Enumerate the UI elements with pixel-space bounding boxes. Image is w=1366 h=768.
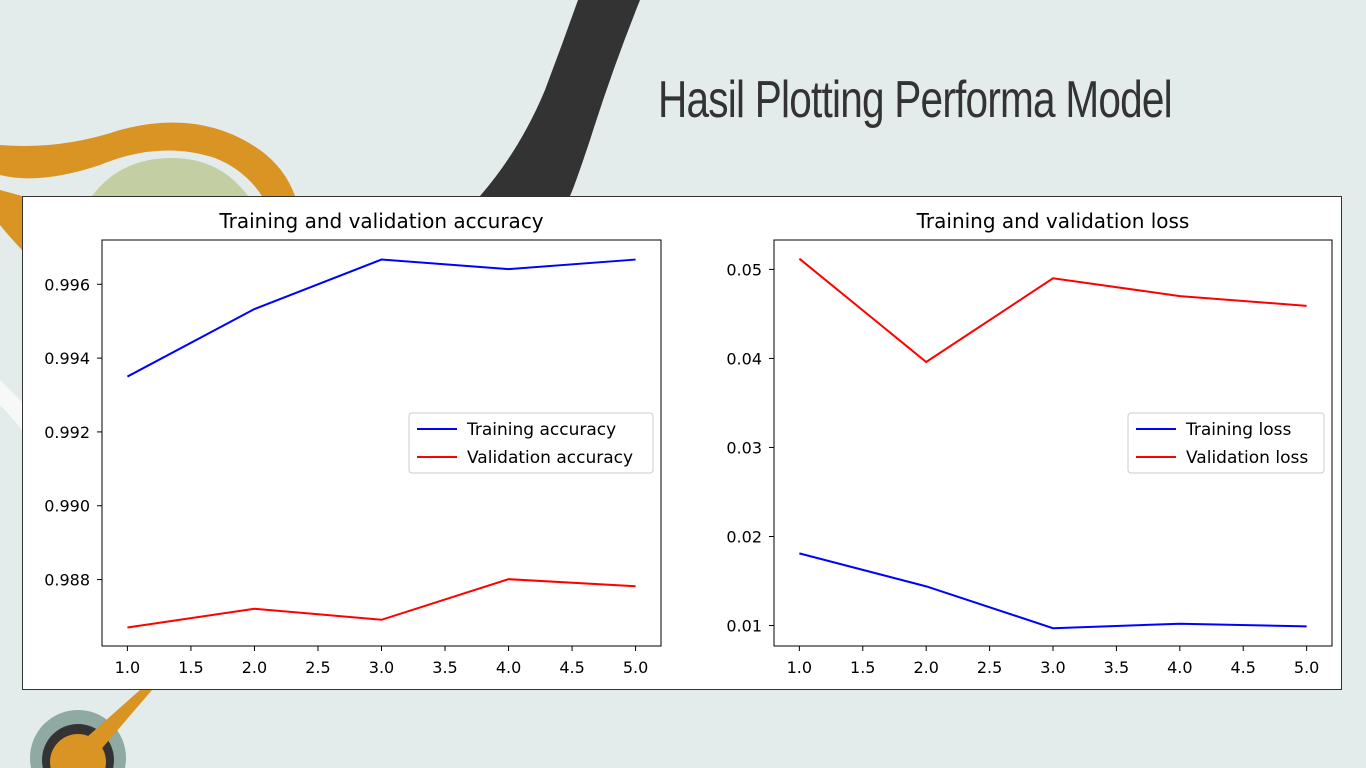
- y-tick-label: 0.990: [44, 497, 90, 516]
- x-tick-label: 2.0: [242, 658, 267, 677]
- green-circle-shape: [92, 158, 248, 196]
- figure-panel: Training and validation accuracy 1.0 1.5 2.…: [22, 196, 1342, 690]
- x-tick-label: 2.5: [305, 658, 330, 677]
- legend-label: Training accuracy: [466, 420, 616, 440]
- x-tick-label: 4.0: [496, 658, 521, 677]
- orange-left-shape: [0, 190, 22, 250]
- plot-frame: [101, 239, 662, 647]
- x-tick-label: 2.0: [913, 658, 938, 677]
- series-line-training: [799, 552, 1307, 630]
- y-tick-label: 0.988: [44, 571, 90, 590]
- legend-box: [1127, 412, 1325, 474]
- white-curve-shape: [0, 380, 22, 430]
- orange-arc-shape: [0, 122, 295, 196]
- y-tick-label: 0.994: [44, 349, 90, 368]
- x-tick-label: 5.0: [1294, 658, 1319, 677]
- y-tick-label: 0.01: [726, 617, 762, 636]
- orange-stroke-shape: [78, 690, 152, 760]
- x-tick-label: 3.0: [369, 658, 394, 677]
- loss-chart: Training and validation loss 1.0 1.5 2.0 2.5…: [693, 197, 1341, 689]
- x-tick-label: 1.5: [178, 658, 203, 677]
- legend: Training loss Validation loss: [1127, 412, 1325, 474]
- accuracy-chart: Training and validation accuracy 1.0 1.5 2.…: [23, 197, 683, 689]
- y-tick-label: 0.03: [726, 438, 762, 457]
- y-tick-label: 0.04: [726, 349, 762, 368]
- x-tick-label: 4.0: [1167, 658, 1192, 677]
- dark-swoosh-shape: [480, 0, 640, 196]
- series-line-training: [126, 258, 636, 378]
- x-tick-label: 3.0: [1040, 658, 1065, 677]
- legend-box: [408, 412, 654, 474]
- legend-label: Training loss: [1185, 420, 1291, 440]
- legend-label: Validation accuracy: [467, 448, 633, 468]
- x-tick-label: 4.5: [1231, 658, 1256, 677]
- x-tick-label: 1.0: [115, 658, 140, 677]
- chart-svg: Training and validation loss 1.0 1.5 2.0 2.5…: [726, 209, 1333, 677]
- y-tick-label: 0.992: [44, 423, 90, 442]
- chart-svg: Training and validation accuracy 1.0 1.5 2.…: [44, 209, 662, 677]
- y-tick-label: 0.02: [726, 527, 762, 546]
- series-line-validation: [127, 578, 636, 629]
- chart-title: Training and validation loss: [916, 209, 1190, 233]
- x-tick-label: 1.0: [787, 658, 812, 677]
- plot-frame: [773, 239, 1333, 647]
- x-tick-label: 2.5: [977, 658, 1002, 677]
- legend: Training accuracy Validation accuracy: [408, 412, 654, 474]
- chart-title: Training and validation accuracy: [218, 209, 543, 233]
- x-tick-label: 5.0: [623, 658, 648, 677]
- y-tick-label: 0.05: [726, 260, 762, 279]
- x-tick-label: 3.5: [1104, 658, 1129, 677]
- y-tick-label: 0.996: [44, 275, 90, 294]
- x-tick-label: 4.5: [559, 658, 584, 677]
- slide-title: Hasil Plotting Performa Model: [658, 71, 1173, 129]
- x-tick-label: 1.5: [850, 658, 875, 677]
- legend-label: Validation loss: [1186, 448, 1308, 468]
- series-line-validation: [798, 257, 1307, 364]
- x-tick-label: 3.5: [432, 658, 457, 677]
